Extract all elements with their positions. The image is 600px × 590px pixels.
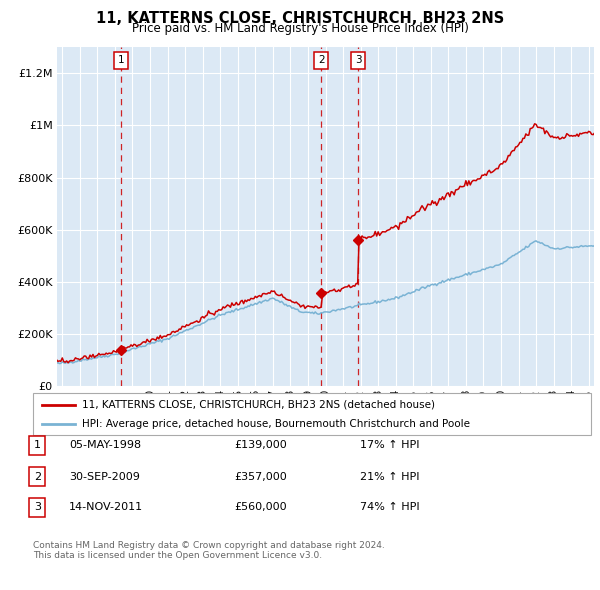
Text: HPI: Average price, detached house, Bournemouth Christchurch and Poole: HPI: Average price, detached house, Bour… <box>82 418 470 428</box>
Text: £560,000: £560,000 <box>234 503 287 512</box>
Text: 1: 1 <box>118 55 124 65</box>
Text: £357,000: £357,000 <box>234 472 287 481</box>
Text: 2: 2 <box>318 55 325 65</box>
Text: 11, KATTERNS CLOSE, CHRISTCHURCH, BH23 2NS (detached house): 11, KATTERNS CLOSE, CHRISTCHURCH, BH23 2… <box>82 400 435 410</box>
Text: Contains HM Land Registry data © Crown copyright and database right 2024.: Contains HM Land Registry data © Crown c… <box>33 541 385 550</box>
Text: 05-MAY-1998: 05-MAY-1998 <box>69 441 141 450</box>
Text: 3: 3 <box>34 503 41 512</box>
Text: 30-SEP-2009: 30-SEP-2009 <box>69 472 140 481</box>
Text: This data is licensed under the Open Government Licence v3.0.: This data is licensed under the Open Gov… <box>33 552 322 560</box>
Text: 74% ↑ HPI: 74% ↑ HPI <box>360 503 419 512</box>
Text: 3: 3 <box>355 55 362 65</box>
Text: 21% ↑ HPI: 21% ↑ HPI <box>360 472 419 481</box>
Text: £139,000: £139,000 <box>234 441 287 450</box>
Text: 2: 2 <box>34 472 41 481</box>
Text: 11, KATTERNS CLOSE, CHRISTCHURCH, BH23 2NS: 11, KATTERNS CLOSE, CHRISTCHURCH, BH23 2… <box>96 11 504 25</box>
Text: 17% ↑ HPI: 17% ↑ HPI <box>360 441 419 450</box>
Text: Price paid vs. HM Land Registry's House Price Index (HPI): Price paid vs. HM Land Registry's House … <box>131 22 469 35</box>
Text: 14-NOV-2011: 14-NOV-2011 <box>69 503 143 512</box>
Text: 1: 1 <box>34 441 41 450</box>
